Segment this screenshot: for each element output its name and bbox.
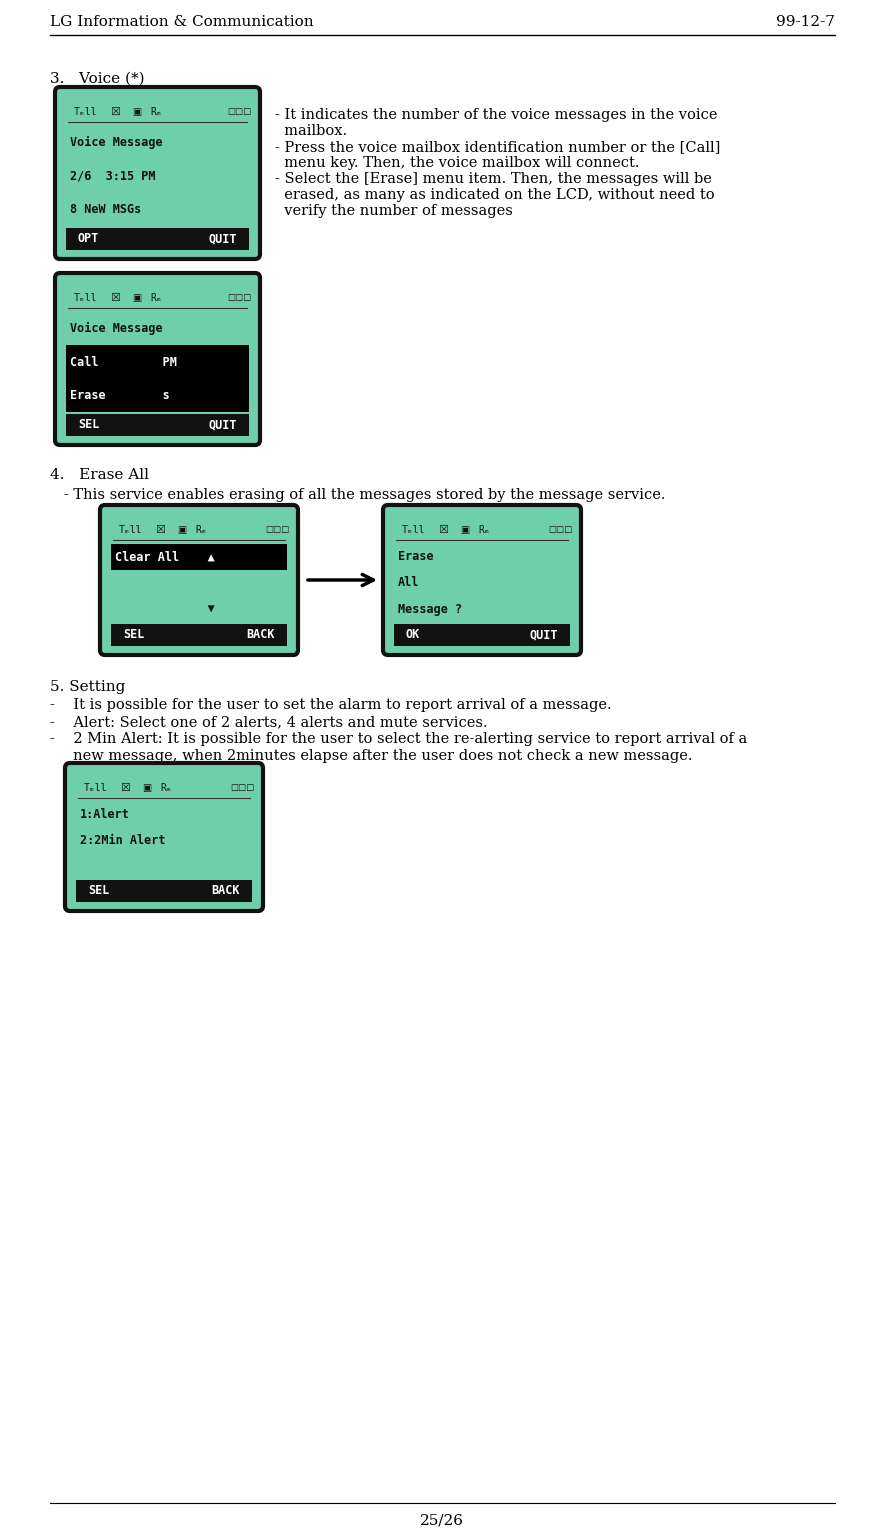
Text: Rₘ: Rₘ	[150, 294, 162, 303]
Text: 3.   Voice (*): 3. Voice (*)	[50, 72, 144, 86]
Text: ▣: ▣	[132, 108, 142, 117]
Text: Tₘll: Tₘll	[402, 524, 426, 535]
Text: ☐☐☐: ☐☐☐	[265, 526, 289, 535]
Text: ▣: ▣	[460, 524, 469, 535]
Text: BACK: BACK	[212, 884, 240, 898]
Text: new message, when 2minutes elapse after the user does not check a new message.: new message, when 2minutes elapse after …	[50, 749, 692, 763]
Text: - Select the [Erase] menu item. Then, the messages will be: - Select the [Erase] menu item. Then, th…	[275, 172, 712, 186]
Text: Rₘ: Rₘ	[195, 524, 207, 535]
Bar	[111, 544, 287, 571]
Text: menu key. Then, the voice mailbox will connect.: menu key. Then, the voice mailbox will c…	[275, 155, 640, 171]
Text: Clear All    ▲: Clear All ▲	[115, 551, 215, 563]
Text: -    It is possible for the user to set the alarm to report arrival of a message: - It is possible for the user to set the…	[50, 698, 612, 712]
Text: All: All	[398, 577, 419, 589]
Text: ☒: ☒	[110, 108, 120, 117]
Text: - Press the voice mailbox identification number or the [Call]: - Press the voice mailbox identification…	[275, 140, 720, 154]
Text: Erase        s: Erase s	[70, 389, 170, 401]
Text: QUIT: QUIT	[209, 418, 237, 432]
Text: mailbox.: mailbox.	[275, 125, 347, 138]
Text: Rₘ: Rₘ	[478, 524, 489, 535]
Text: SEL: SEL	[88, 884, 110, 898]
Text: SEL: SEL	[123, 629, 144, 641]
Text: ▣: ▣	[177, 524, 186, 535]
Bar	[66, 414, 249, 435]
FancyBboxPatch shape	[65, 763, 263, 910]
Bar	[66, 228, 249, 251]
Text: Rₘ: Rₘ	[160, 783, 172, 794]
Text: Voice Message: Voice Message	[70, 137, 163, 149]
Bar	[394, 624, 570, 646]
Text: ▣: ▣	[132, 294, 142, 303]
Bar	[66, 378, 249, 412]
Text: ☐☐☐: ☐☐☐	[230, 783, 254, 792]
Text: Call         PM: Call PM	[70, 355, 177, 369]
Text: erased, as many as indicated on the LCD, without need to: erased, as many as indicated on the LCD,…	[275, 188, 714, 201]
FancyBboxPatch shape	[55, 88, 260, 258]
Text: Tₘll: Tₘll	[74, 294, 97, 303]
Text: 8 NeW MSGs: 8 NeW MSGs	[70, 203, 142, 215]
Bar	[76, 880, 252, 901]
FancyBboxPatch shape	[55, 274, 260, 444]
Bar	[111, 624, 287, 646]
Text: Tₘll: Tₘll	[119, 524, 142, 535]
FancyBboxPatch shape	[100, 504, 298, 655]
Text: ☐☐☐: ☐☐☐	[227, 294, 251, 303]
Text: - It indicates the number of the voice messages in the voice: - It indicates the number of the voice m…	[275, 108, 718, 122]
Text: SEL: SEL	[78, 418, 99, 432]
Text: BACK: BACK	[247, 629, 275, 641]
Text: 5. Setting: 5. Setting	[50, 680, 126, 694]
Text: Tₘll: Tₘll	[84, 783, 107, 794]
Text: 2/6  3:15 PM: 2/6 3:15 PM	[70, 169, 156, 183]
Text: -    Alert: Select one of 2 alerts, 4 alerts and mute services.: - Alert: Select one of 2 alerts, 4 alert…	[50, 715, 488, 729]
Text: 4.   Erase All: 4. Erase All	[50, 468, 149, 481]
Text: QUIT: QUIT	[529, 629, 558, 641]
FancyBboxPatch shape	[383, 504, 581, 655]
Text: Rₘ: Rₘ	[150, 108, 162, 117]
Text: Voice Message: Voice Message	[70, 321, 163, 335]
Text: 1:Alert: 1:Alert	[80, 807, 130, 821]
Text: - This service enables erasing of all the messages stored by the message service: - This service enables erasing of all th…	[50, 488, 666, 501]
Text: 2:2Min Alert: 2:2Min Alert	[80, 834, 165, 846]
Text: -    2 Min Alert: It is possible for the user to select the re-alerting service : - 2 Min Alert: It is possible for the us…	[50, 732, 747, 746]
Text: ▼: ▼	[115, 603, 215, 615]
Text: ☒: ☒	[120, 783, 130, 794]
Text: 99-12-7: 99-12-7	[776, 15, 835, 29]
Text: ☒: ☒	[155, 524, 165, 535]
Text: OPT: OPT	[78, 232, 99, 246]
Text: ▣: ▣	[142, 783, 151, 794]
Text: Message ?: Message ?	[398, 603, 462, 615]
Text: ☐☐☐: ☐☐☐	[227, 108, 251, 117]
Text: Erase: Erase	[398, 551, 434, 563]
Text: ☒: ☒	[110, 294, 120, 303]
Text: Tₘll: Tₘll	[74, 108, 97, 117]
Text: verify the number of messages: verify the number of messages	[275, 205, 513, 218]
Text: 25/26: 25/26	[420, 1513, 464, 1527]
Text: QUIT: QUIT	[209, 232, 237, 246]
Text: ☐☐☐: ☐☐☐	[548, 526, 573, 535]
Text: OK: OK	[406, 629, 420, 641]
Bar	[66, 346, 249, 378]
Text: ☒: ☒	[438, 524, 448, 535]
Text: LG Information & Communication: LG Information & Communication	[50, 15, 313, 29]
